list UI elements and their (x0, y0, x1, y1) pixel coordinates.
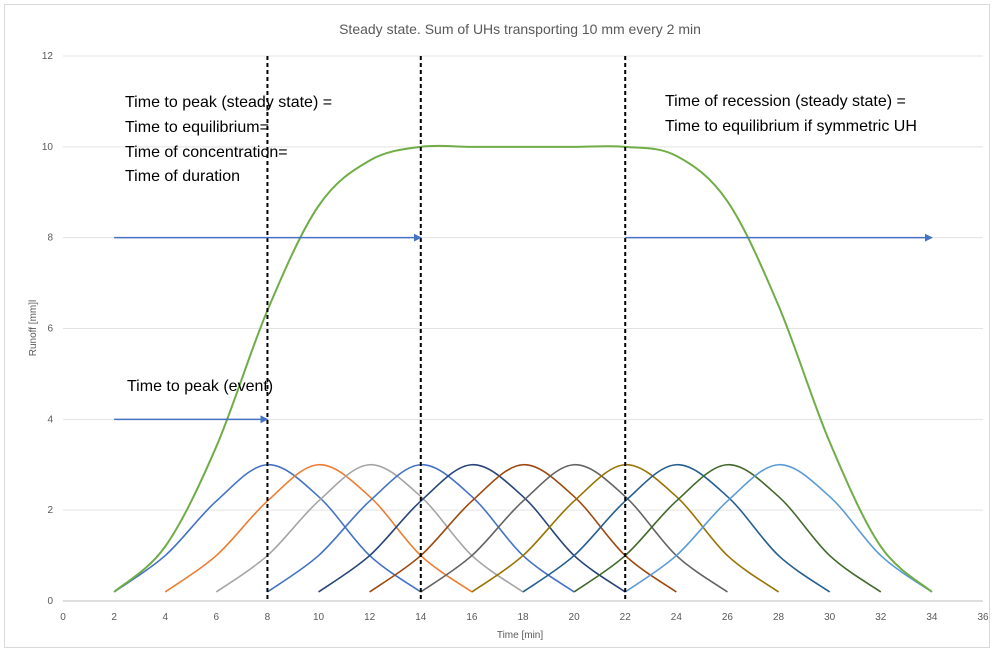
series-line-uh (369, 463, 677, 593)
x-tick-label: 18 (517, 612, 529, 623)
y-tick-label: 8 (47, 233, 53, 244)
annotation-line: Time to peak (steady state) = (125, 94, 332, 111)
annotation-steady-peak: Time to peak (steady state) = Time to eq… (125, 94, 332, 185)
arrows (114, 233, 933, 424)
x-tick-label: 0 (60, 612, 66, 623)
x-tick-label: 8 (265, 612, 271, 623)
y-tick-label: 2 (47, 505, 53, 516)
y-tick-label: 12 (42, 51, 54, 62)
series-line-uh (522, 463, 831, 593)
series-line-uh (318, 463, 626, 593)
annotation-line: Time of duration (125, 168, 240, 185)
x-tick-label: 20 (569, 612, 581, 623)
x-tick-label: 30 (824, 612, 836, 623)
series-line-uh (215, 463, 524, 593)
series-line-uh (420, 463, 728, 593)
chart-title: Steady state. Sum of UHs transporting 10… (339, 21, 701, 37)
x-tick-label: 36 (977, 612, 989, 623)
x-tick-label: 32 (875, 612, 887, 623)
x-tick-label: 10 (313, 612, 325, 623)
x-tick-label: 12 (364, 612, 376, 623)
series-line-uh (573, 463, 882, 593)
x-tick-label: 16 (466, 612, 478, 623)
series-line-sum (113, 144, 933, 593)
annotation-event-peak: Time to peak (event) (127, 378, 273, 395)
x-tick-labels: 0 2 4 6 8 10 12 14 16 18 20 22 24 26 28 30 32 34 36 (60, 612, 989, 623)
annotation-line: Time to equilibrium if symmetric UH (665, 118, 917, 135)
annotation-line: Time to equilibrium= (125, 119, 269, 136)
x-tick-label: 14 (415, 612, 427, 623)
x-tick-label: 26 (722, 612, 734, 623)
x-tick-label: 24 (671, 612, 683, 623)
x-tick-label: 6 (214, 612, 220, 623)
series-line-uh (164, 463, 473, 593)
series (113, 144, 933, 593)
x-tick-label: 28 (773, 612, 785, 623)
x-tick-label: 2 (111, 612, 117, 623)
x-axis-label: Time [min] (497, 630, 544, 641)
y-tick-label: 4 (47, 414, 53, 425)
annotation-recession: Time of recession (steady state) = Time … (665, 93, 917, 135)
grid (63, 55, 983, 602)
annotation-line: Time of concentration= (125, 144, 288, 161)
annotation-line: Time to peak (event) (127, 378, 273, 395)
x-tick-label: 34 (926, 612, 938, 623)
y-tick-label: 6 (47, 324, 53, 335)
y-axis-label: Runoff [mm]l (28, 300, 39, 357)
x-tick-label: 22 (620, 612, 632, 623)
y-tick-labels: 0 2 4 6 8 10 12 (42, 51, 54, 607)
series-line-uh (624, 463, 933, 593)
x-tick-label: 4 (162, 612, 168, 623)
annotation-line: Time of recession (steady state) = (665, 93, 906, 110)
y-tick-label: 10 (42, 142, 54, 153)
y-tick-label: 0 (47, 596, 53, 607)
